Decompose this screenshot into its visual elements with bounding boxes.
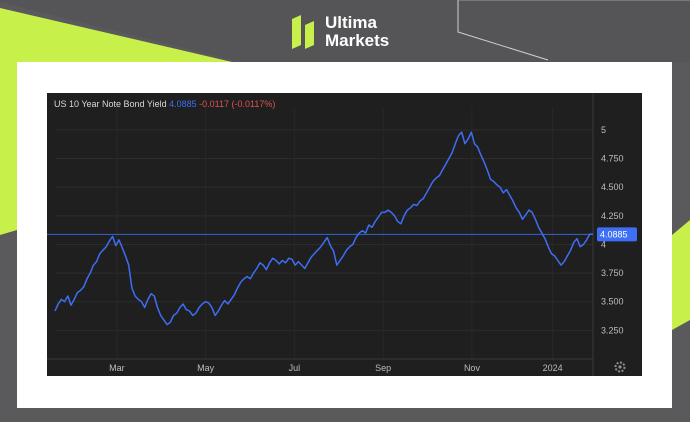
chart-title: US 10 Year Note Bond Yield: [54, 99, 167, 109]
y-tick-label: 4.750: [601, 154, 624, 164]
y-tick-label: 4.500: [601, 182, 624, 192]
chart-header: US 10 Year Note Bond Yield 4.0885 -0.011…: [54, 99, 275, 109]
y-tick-label: 3.500: [601, 297, 624, 307]
last-value-tag-label: 4.0885: [600, 229, 628, 239]
yield-line-chart: 5 4.750 4.500 4.250 4 3.750 3.500 3.250 Mar May Ju…: [47, 93, 637, 376]
y-tick-label: 3.250: [601, 325, 624, 335]
price-change: -0.0117 (-0.0117%): [199, 99, 276, 109]
x-tick-label: Jul: [289, 363, 301, 373]
x-tick-label: Mar: [109, 363, 125, 373]
last-value-tag: [597, 227, 637, 242]
settings-gear-icon[interactable]: [614, 361, 626, 373]
background-green-left: [0, 8, 232, 235]
axis-layer: 5 4.750 4.500 4.250 4 3.750 3.500 3.250 Mar May Ju…: [47, 93, 624, 376]
x-tick-label: Nov: [464, 363, 481, 373]
x-tick-label: May: [197, 363, 215, 373]
y-tick-label: 3.750: [601, 268, 624, 278]
price-tag-layer: 4.0885: [597, 227, 637, 242]
brand-name: Ultima Markets: [325, 14, 389, 50]
brand-name-line1: Ultima: [325, 13, 377, 32]
series-line: [54, 131, 594, 326]
y-tick-label: 5: [601, 125, 606, 135]
y-tick-label: 4.250: [601, 211, 624, 221]
brand-logo: Ultima Markets: [292, 14, 402, 55]
current-price: 4.0885: [169, 99, 197, 109]
series-layer: [47, 131, 594, 326]
background-outline-shape: [457, 0, 549, 61]
grid-layer: [55, 107, 593, 359]
brand-mark-icon: [292, 15, 314, 49]
x-tick-label: Sep: [375, 363, 391, 373]
chart-panel: 5 4.750 4.500 4.250 4 3.750 3.500 3.250 Mar May Ju…: [47, 93, 642, 376]
y-tick-label: 4: [601, 239, 606, 249]
brand-name-line2: Markets: [325, 31, 390, 50]
x-tick-label: 2024: [543, 363, 563, 373]
background-green-right: [672, 220, 690, 330]
